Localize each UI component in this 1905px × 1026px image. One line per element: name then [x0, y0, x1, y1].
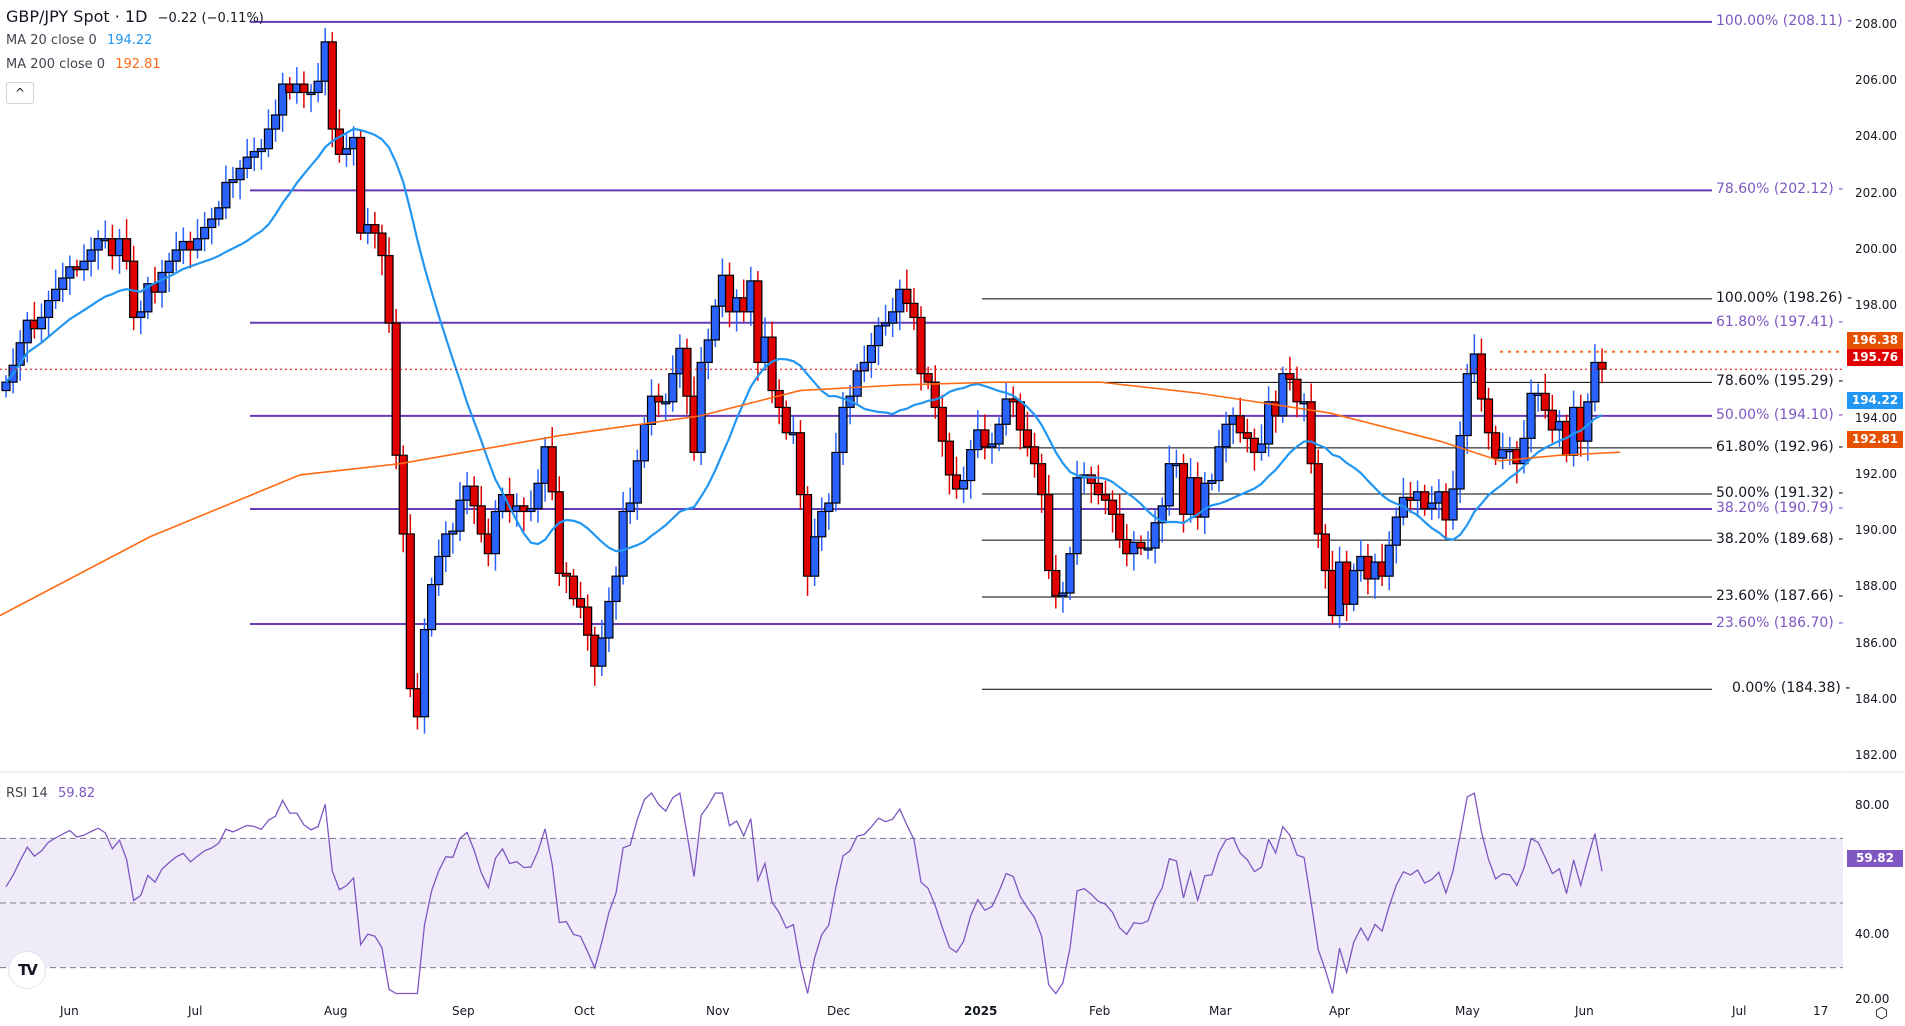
collapse-legend-button[interactable]: ^	[6, 82, 34, 104]
price-axis-tick: 206.00	[1855, 73, 1897, 88]
chevron-up-icon: ^	[14, 86, 26, 100]
fib-major-label: 100.00% (208.11) -	[1716, 12, 1853, 29]
fib-minor-label: 0.00% (184.38) -	[1732, 680, 1851, 697]
fib-minor-label: 23.60% (187.66) -	[1716, 587, 1844, 604]
price-axis-tick: 186.00	[1855, 635, 1897, 650]
price-axis-tick: 194.00	[1855, 410, 1897, 425]
settings-gear-icon[interactable]: ⬡	[1875, 1004, 1889, 1022]
time-axis-tick: 17	[1813, 1004, 1829, 1018]
rsi-axis-tick: 80.00	[1855, 798, 1890, 812]
time-axis-tick: Oct	[574, 1004, 595, 1018]
fib-major-label: 38.20% (190.79) -	[1716, 499, 1844, 516]
fib-minor-label: 50.00% (191.32) -	[1716, 485, 1844, 502]
tradingview-logo-icon[interactable]: TV	[8, 951, 46, 989]
time-axis-tick: Aug	[324, 1004, 348, 1018]
price-axis-tick: 182.00	[1855, 748, 1897, 763]
fib-minor-label: 38.20% (189.68) -	[1716, 531, 1844, 548]
time-axis-tick: Dec	[827, 1004, 851, 1018]
fib-minor-label: 100.00% (198.26) -	[1716, 289, 1853, 306]
time-axis-tick: Feb	[1089, 1004, 1111, 1018]
symbol-title[interactable]: GBP/JPY Spot · 1D	[6, 7, 148, 26]
ma200-label: MA 200 close 0	[6, 57, 106, 72]
ma20-value: 194.22	[106, 33, 153, 48]
price-axis-tick: 190.00	[1855, 523, 1897, 538]
price-axis-tick: 188.00	[1855, 579, 1897, 594]
time-axis-tick: Jun	[1575, 1004, 1594, 1018]
chart-legend: GBP/JPY Spot · 1D −0.22 (−0.11%) MA 20 c…	[6, 6, 264, 78]
ma200-legend[interactable]: MA 200 close 0 192.81	[6, 54, 264, 78]
fib-major-label: 23.60% (186.70) -	[1716, 614, 1844, 631]
price-tag: 59.82	[1847, 850, 1903, 867]
ma20-label: MA 20 close 0	[6, 33, 97, 48]
time-axis-tick: Sep	[452, 1004, 475, 1018]
fib-major-label: 78.60% (202.12) -	[1716, 181, 1844, 198]
price-tag: 192.81	[1847, 431, 1903, 448]
price-axis-tick: 192.00	[1855, 466, 1897, 481]
rsi-label: RSI 14	[6, 786, 48, 801]
fib-major-label: 50.00% (194.10) -	[1716, 406, 1844, 423]
time-axis-tick: Jul	[1732, 1004, 1747, 1018]
fib-minor-label: 78.60% (195.29) -	[1716, 373, 1844, 390]
price-change: −0.22 (−0.11%)	[157, 11, 264, 26]
price-tag: 194.22	[1847, 392, 1903, 409]
time-axis-tick: Mar	[1209, 1004, 1232, 1018]
time-axis-tick: Nov	[706, 1004, 730, 1018]
time-axis-tick: 2025	[964, 1004, 998, 1018]
time-axis-tick: Jun	[60, 1004, 79, 1018]
rsi-legend[interactable]: RSI 14 59.82	[6, 786, 95, 801]
price-axis-tick: 204.00	[1855, 129, 1897, 144]
time-axis-tick: Apr	[1329, 1004, 1350, 1018]
price-tag: 196.38	[1847, 332, 1903, 349]
price-axis-tick: 198.00	[1855, 298, 1897, 313]
fib-minor-label: 61.80% (192.96) -	[1716, 438, 1844, 455]
price-axis-tick: 208.00	[1855, 17, 1897, 31]
rsi-axis-tick: 20.00	[1855, 991, 1890, 1006]
price-tag: 195.76	[1847, 349, 1903, 366]
time-axis-tick: May	[1455, 1004, 1480, 1018]
price-axis-tick: 202.00	[1855, 185, 1897, 200]
rsi-axis-tick: 40.00	[1855, 927, 1890, 942]
price-axis-tick: 184.00	[1855, 691, 1897, 706]
ma200-value: 192.81	[115, 57, 161, 72]
fib-major-label: 61.80% (197.41) -	[1716, 313, 1844, 330]
price-axis-tick: 200.00	[1855, 241, 1897, 256]
time-axis-tick: Jul	[188, 1004, 203, 1018]
rsi-value: 59.82	[57, 786, 96, 801]
ma20-legend[interactable]: MA 20 close 0 194.22	[6, 30, 264, 54]
